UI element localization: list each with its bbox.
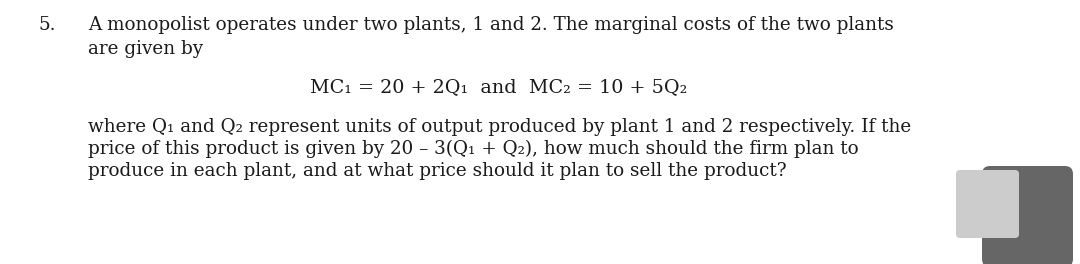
Text: A monopolist operates under two plants, 1 and 2. The marginal costs of the two p: A monopolist operates under two plants, …: [87, 16, 894, 34]
Text: where Q₁ and Q₂ represent units of output produced by plant 1 and 2 respectively: where Q₁ and Q₂ represent units of outpu…: [87, 118, 912, 136]
Text: MC₁ = 20 + 2Q₁  and  MC₂ = 10 + 5Q₂: MC₁ = 20 + 2Q₁ and MC₂ = 10 + 5Q₂: [310, 78, 687, 96]
Text: are given by: are given by: [87, 40, 203, 58]
Text: 5.: 5.: [38, 16, 55, 34]
FancyBboxPatch shape: [982, 166, 1074, 264]
Text: price of this product is given by 20 – 3(Q₁ + Q₂), how much should the firm plan: price of this product is given by 20 – 3…: [87, 140, 859, 158]
Text: produce in each plant, and at what price should it plan to sell the product?: produce in each plant, and at what price…: [87, 162, 786, 180]
FancyBboxPatch shape: [956, 170, 1020, 238]
